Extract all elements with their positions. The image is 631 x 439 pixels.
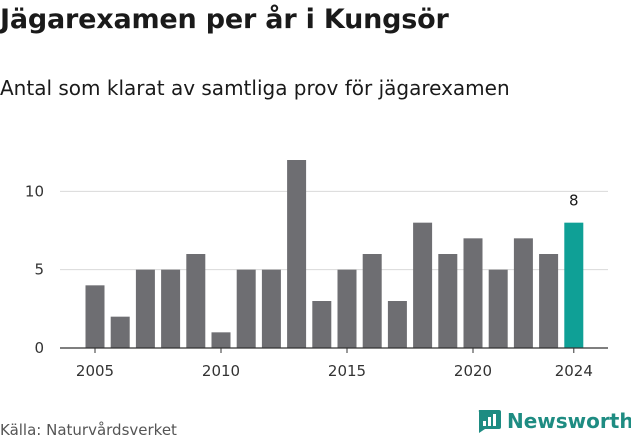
bar [438,254,458,348]
chart-subtitle: Antal som klarat av samtliga prov för jä… [0,76,510,100]
bar [362,254,382,348]
bar [387,301,407,348]
bar [186,254,206,348]
bar [539,254,559,348]
y-tick-label: 5 [34,261,44,279]
bar [463,238,483,348]
brand-logo: Newsworthy [476,408,631,434]
bar [513,238,533,348]
bar [236,269,256,348]
bar [312,301,332,348]
x-tick-label: 2015 [328,362,366,380]
chart-title: Jägarexamen per år i Kungsör [0,4,449,35]
bar [161,269,181,348]
bar [135,269,155,348]
x-tick-label: 2010 [202,362,240,380]
y-tick-label: 10 [25,182,44,200]
newsworthy-logo-icon [478,410,501,433]
source-note: Källa: Naturvårdsverket [0,421,177,439]
x-tick-label: 2020 [454,362,492,380]
x-tick-label: 2024 [555,362,593,380]
brand-name: Newsworthy [507,409,631,433]
bar [85,285,105,348]
data-label: 8 [569,192,579,210]
x-tick-label: 2005 [76,362,114,380]
bar [337,269,357,348]
bar [287,160,307,348]
y-tick-label: 0 [34,339,44,357]
bar [413,222,433,348]
bar [488,269,508,348]
bar [261,269,281,348]
bar [110,316,130,348]
bar [211,332,231,348]
bar [564,222,584,348]
